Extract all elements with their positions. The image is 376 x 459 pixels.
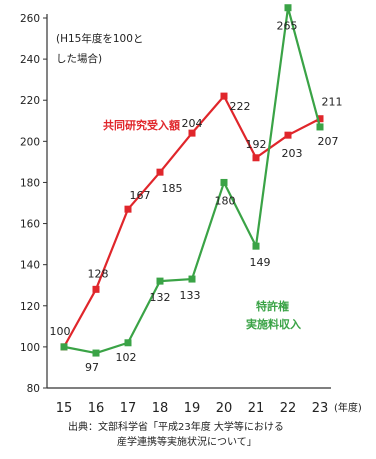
series-name-label: 実施料収入	[246, 317, 301, 331]
series-name-label: 特許権	[256, 299, 289, 313]
data-label: 222	[230, 100, 251, 113]
data-label: 97	[85, 361, 99, 374]
x-tick-label: 15	[56, 401, 73, 416]
series-0-point	[92, 285, 100, 293]
series-1-point	[316, 123, 324, 131]
data-label: 204	[182, 117, 203, 130]
series-0-point	[156, 168, 164, 176]
data-label: 100	[50, 325, 71, 338]
series-0-point	[284, 131, 292, 139]
x-tick-label: 22	[280, 401, 297, 416]
x-tick-label: 21	[248, 401, 265, 416]
data-label: 192	[246, 138, 267, 151]
series-0-point	[252, 154, 260, 162]
series-0-point	[316, 115, 324, 123]
y-tick-label: 100	[20, 342, 40, 354]
y-tick-label: 160	[20, 219, 40, 231]
data-label: 185	[162, 182, 183, 195]
series-1-point	[252, 242, 260, 250]
series-1-point	[156, 277, 164, 285]
series-1-point	[284, 4, 292, 12]
data-label: 128	[88, 267, 109, 280]
data-label: 102	[116, 351, 137, 364]
series-1-point	[220, 178, 228, 186]
chart-note-line: (H15年度を100と	[56, 32, 143, 45]
x-tick-label: 16	[88, 401, 105, 416]
chart-note-line: した場合)	[56, 52, 102, 65]
data-label: 180	[215, 194, 236, 207]
x-tick-label: 19	[184, 401, 201, 416]
x-tick-label: 17	[120, 401, 137, 416]
x-tick-label: 23	[312, 401, 329, 416]
y-tick-label: 240	[20, 54, 40, 66]
series-0-point	[220, 92, 228, 100]
source-line-2: 産学連携等実施状況について」	[117, 437, 257, 448]
data-label: 149	[250, 256, 271, 269]
data-label: 207	[318, 135, 339, 148]
source-line-1: 出典：文部科学省「平成23年度 大学等における	[68, 422, 284, 433]
y-tick-label: 200	[20, 136, 40, 148]
data-label: 265	[277, 20, 298, 33]
series-1-point	[124, 339, 132, 347]
data-label: 132	[150, 291, 171, 304]
x-unit-label: (年度)	[334, 401, 362, 414]
series-1-point	[60, 343, 68, 351]
y-tick-label: 140	[20, 260, 40, 272]
series-lines	[60, 4, 324, 357]
y-tick-label: 180	[20, 177, 40, 189]
series-1-point	[92, 349, 100, 357]
data-label: 211	[322, 96, 343, 109]
data-label: 167	[130, 189, 151, 202]
series-name-label: 共同研究受入額	[103, 118, 180, 132]
x-tick-label: 20	[216, 401, 233, 416]
data-label: 133	[180, 289, 201, 302]
y-tick-label: 120	[20, 301, 40, 313]
y-tick-label: 80	[27, 383, 40, 395]
series-0-point	[124, 205, 132, 213]
series-1-point	[188, 275, 196, 283]
y-tick-label: 220	[20, 95, 40, 107]
series-0-point	[188, 129, 196, 137]
x-tick-label: 18	[152, 401, 169, 416]
source-citation: 出典：文部科学省「平成23年度 大学等における 産学連携等実施状況について」	[68, 420, 368, 450]
data-label: 203	[282, 147, 303, 160]
y-tick-label: 260	[20, 13, 40, 25]
